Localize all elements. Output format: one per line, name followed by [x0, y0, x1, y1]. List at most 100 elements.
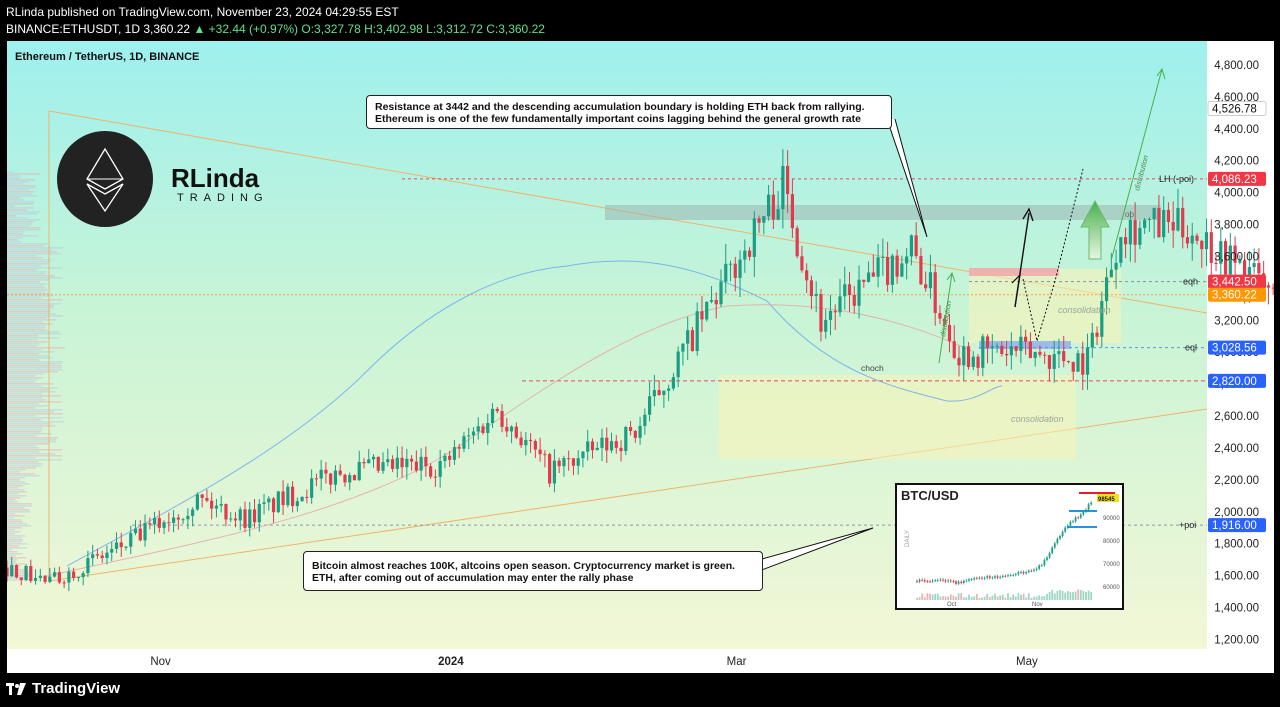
candle-body — [133, 528, 138, 534]
volume-profile-bar — [7, 183, 23, 185]
inset-volume-bar — [1064, 592, 1067, 600]
candle-body — [95, 554, 100, 556]
inset-volume-bar — [978, 597, 981, 600]
candle-body — [567, 458, 571, 460]
candle-body — [1147, 219, 1151, 221]
inset-candle-body — [968, 579, 970, 581]
volume-profile-bar — [7, 487, 19, 489]
volume-profile-bar — [7, 207, 34, 209]
candle-body — [181, 519, 185, 521]
volume-profile-bar — [7, 437, 59, 439]
volume-profile-bar — [7, 307, 55, 309]
chart-area[interactable]: choch consolidation consolidation ob dis… — [7, 41, 1274, 673]
volume-profile-bar — [7, 511, 31, 513]
candle-body — [72, 571, 76, 579]
candle-body — [700, 311, 704, 320]
volume-profile-bar — [7, 373, 44, 375]
candle-body — [1047, 355, 1052, 369]
bitcoin-callout: Bitcoin almost reaches 100K, altcoins op… — [303, 551, 763, 591]
volume-profile-bar — [7, 231, 25, 233]
candle-body — [86, 558, 90, 574]
inset-candle-body — [1072, 521, 1074, 523]
candle-body — [771, 194, 775, 220]
candle-body — [762, 216, 766, 223]
candle-body — [1223, 241, 1228, 275]
inset-candle-body — [978, 577, 981, 579]
candle-body — [352, 475, 357, 481]
label-consolidation-2: consolidation — [1058, 305, 1111, 315]
inset-candle-body — [1014, 574, 1017, 576]
volume-profile-bar — [7, 303, 61, 305]
volume-profile-bar — [7, 397, 43, 399]
candle-body — [1243, 260, 1247, 286]
volume-profile-bar — [7, 279, 51, 281]
price-tick-6: 2,400.00 — [1214, 443, 1259, 455]
inset-volume-bar — [1056, 590, 1059, 600]
volume-profile-bar — [7, 171, 14, 173]
candle-body — [919, 255, 923, 285]
volume-profile-bar — [7, 215, 17, 217]
inset-candle-body — [1009, 575, 1012, 576]
volume-profile-bar — [7, 331, 59, 333]
volume-profile-bar — [7, 309, 51, 311]
candle-body — [314, 478, 318, 480]
volume-profile-bar — [7, 283, 48, 285]
volume-profile-bar — [7, 315, 64, 317]
volume-profile-bar — [7, 213, 38, 215]
volume-profile-bar — [7, 201, 35, 203]
candle-body — [838, 296, 842, 313]
volume-profile-bar — [7, 225, 31, 227]
candle-body — [809, 280, 814, 297]
candle-body — [210, 500, 214, 509]
price-tick-4: 2,000.00 — [1214, 507, 1259, 519]
inset-price: 98545 — [1098, 497, 1115, 503]
logo-text-top: RLinda — [171, 163, 260, 193]
candle-body — [143, 523, 147, 541]
volume-profile-bar — [7, 195, 38, 197]
time-tick-0: Nov — [150, 656, 171, 668]
inset-candle-body — [1066, 525, 1069, 528]
candle-body — [938, 313, 942, 319]
volume-profile-bar — [7, 321, 43, 323]
volume-profile-bar — [7, 517, 15, 519]
volume-profile-bar — [7, 187, 36, 189]
chart-svg[interactable]: choch consolidation consolidation ob dis… — [7, 41, 1274, 673]
time-axis[interactable]: Nov2024MarMayJulSepNov2025 — [150, 656, 1274, 668]
candle-body — [67, 571, 71, 583]
candle-body — [462, 436, 466, 449]
candle-body — [1033, 351, 1037, 358]
volume-profile-bar — [7, 515, 25, 517]
inset-volume-bar — [1046, 593, 1048, 600]
candle-body — [990, 346, 994, 348]
candle-body — [300, 496, 304, 502]
inset-title: BTC/USD — [901, 488, 959, 503]
volume-profile-bar — [7, 425, 56, 427]
candle-body — [162, 522, 166, 528]
volume-profile-bar — [7, 423, 52, 425]
volume-profile-bar — [7, 209, 28, 211]
candle-body — [124, 546, 128, 548]
volume-profile-bar — [7, 421, 65, 423]
inset-volume-bar — [975, 593, 978, 600]
volume-profile-bar — [7, 219, 41, 221]
price-label-bg-5 — [1208, 373, 1266, 388]
resistance-line-1: Resistance at 3442 and the descending ac… — [375, 101, 865, 113]
volume-profile-bar — [7, 441, 57, 443]
resistance-line-2: Ethereum is one of the few fundamentally… — [375, 113, 861, 125]
price-label-bg-1 — [1208, 171, 1266, 186]
candle-body — [1071, 362, 1075, 372]
inset-volume-bar — [934, 593, 937, 600]
candle-body — [871, 272, 875, 277]
inset-volume-bar — [1079, 589, 1082, 600]
inset-month-1: Oct — [947, 602, 957, 608]
volume-profile-bar — [7, 177, 20, 179]
candle-body — [129, 533, 133, 547]
volume-profile-bar — [7, 343, 40, 345]
volume-profile-bar — [7, 563, 26, 565]
candle-body — [1005, 353, 1009, 356]
inset-candle-body — [947, 580, 950, 582]
candle-body — [243, 509, 247, 528]
candle-body — [152, 517, 157, 525]
inset-candle-body — [1020, 572, 1022, 573]
candle-body — [686, 330, 690, 344]
